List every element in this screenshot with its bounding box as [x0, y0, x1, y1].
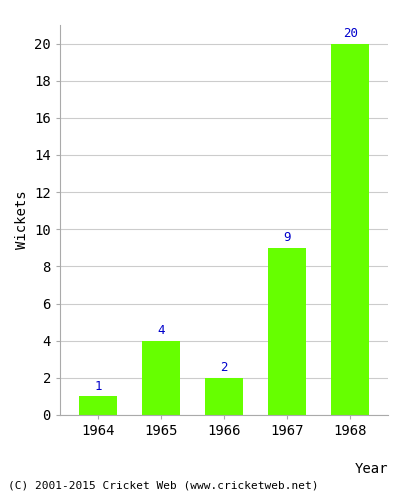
Text: 1: 1 [94, 380, 102, 392]
Y-axis label: Wickets: Wickets [15, 190, 29, 250]
Text: 9: 9 [283, 231, 291, 244]
Text: (C) 2001-2015 Cricket Web (www.cricketweb.net): (C) 2001-2015 Cricket Web (www.cricketwe… [8, 480, 318, 490]
Bar [79, 396, 117, 415]
Bar [205, 378, 243, 415]
Bar [331, 44, 369, 415]
Text: 20: 20 [343, 27, 358, 40]
Bar [268, 248, 306, 415]
Text: 4: 4 [157, 324, 165, 337]
Text: Year: Year [354, 462, 388, 476]
Bar [142, 340, 180, 415]
Text: 2: 2 [220, 361, 228, 374]
